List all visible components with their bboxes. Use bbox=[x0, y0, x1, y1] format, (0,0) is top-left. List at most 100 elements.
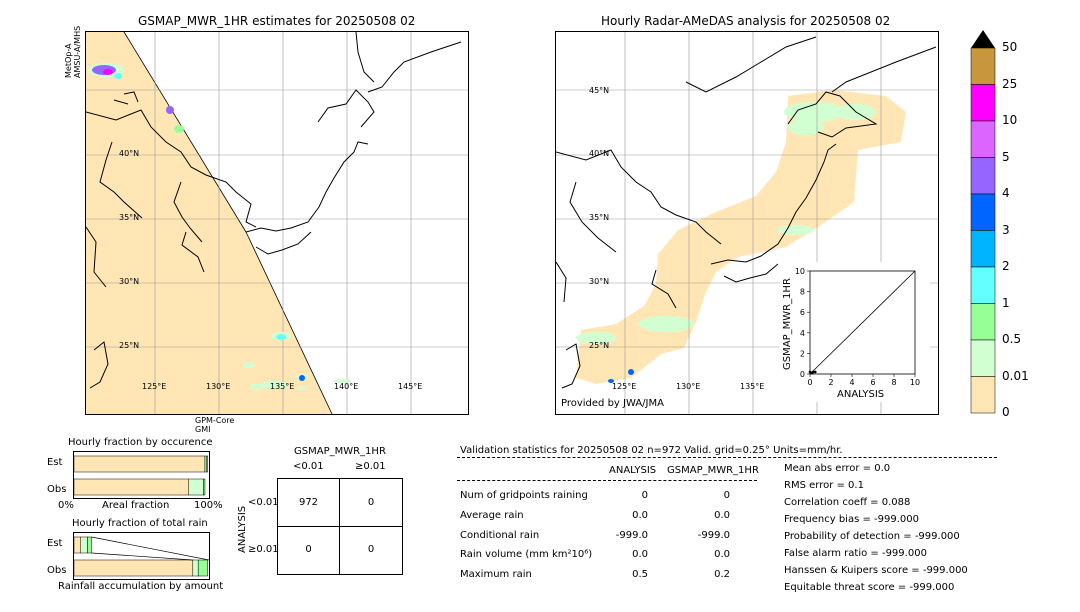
validation-col1: ANALYSIS bbox=[609, 465, 657, 476]
contingency-cell: 972 bbox=[298, 497, 319, 508]
scatter-ytick: 10 bbox=[795, 267, 805, 276]
right-lat-label: 45°N bbox=[589, 86, 610, 95]
fraction-connector bbox=[91, 536, 210, 561]
left-lat-label: 30°N bbox=[119, 277, 140, 286]
right-lat-label: 25°N bbox=[589, 341, 610, 350]
left-lat-label: 25°N bbox=[119, 341, 140, 350]
scatter-xtick: 2 bbox=[828, 378, 833, 387]
total-rain-est-label: Est bbox=[47, 538, 63, 549]
left-lon-label: 125°E bbox=[142, 382, 167, 391]
fraction-bar-segment bbox=[73, 559, 194, 577]
validation-rule bbox=[457, 457, 997, 458]
colorbar-cell bbox=[970, 230, 996, 268]
scatter-xtick: 4 bbox=[849, 378, 854, 387]
validation-row-label: Conditional rain bbox=[460, 530, 540, 541]
occurrence-title: Hourly fraction by occurence bbox=[68, 437, 213, 448]
colorbar-tick-label: 1 bbox=[1002, 295, 1010, 310]
score-line: Frequency bias = -999.000 bbox=[784, 514, 919, 525]
left-map-title: GSMAP_MWR_1HR estimates for 20250508 02 bbox=[138, 14, 416, 28]
contingency-col-header: <0.01 bbox=[293, 461, 324, 472]
score-line: Hanssen & Kuipers score = -999.000 bbox=[784, 565, 968, 576]
contingency-row-header: ≥0.01 bbox=[248, 544, 279, 555]
contingency-cell: 0 bbox=[305, 544, 312, 555]
validation-row-b: 0.0 bbox=[714, 510, 730, 521]
left-swath bbox=[86, 32, 332, 414]
left-map bbox=[85, 31, 469, 415]
colorbar-cell bbox=[970, 303, 996, 341]
scatter-reference-line bbox=[809, 270, 916, 375]
contingency-cell: 0 bbox=[367, 497, 375, 508]
score-line: Probability of detection = -999.000 bbox=[784, 531, 960, 542]
left-lat-label: 40°N bbox=[119, 149, 140, 158]
total-rain-obs-label: Obs bbox=[47, 565, 67, 576]
validation-row-b: -999.0 bbox=[697, 530, 730, 541]
left-map-svg bbox=[86, 32, 468, 414]
occurrence-bars bbox=[73, 455, 208, 496]
left-lat-label: 35°N bbox=[119, 213, 140, 222]
occurrence-frame bbox=[73, 451, 210, 499]
right-rain-dot bbox=[608, 379, 614, 383]
scatter-xtick: 8 bbox=[891, 378, 896, 387]
occurrence-est-label: Est bbox=[47, 457, 63, 468]
colorbar-cell bbox=[970, 47, 996, 85]
left-lon-label: 145°E bbox=[398, 382, 423, 391]
colorbar-cell bbox=[970, 157, 996, 195]
total-rain-bars bbox=[73, 536, 210, 577]
scatter-xtick: 0 bbox=[807, 378, 812, 387]
contingency-col-header: ≥0.01 bbox=[355, 461, 386, 472]
fraction-bar-segment bbox=[73, 536, 81, 554]
scatter-ylabel: GSMAP_MWR_1HR bbox=[782, 278, 793, 370]
colorbar-cell bbox=[970, 266, 996, 304]
colorbar-cell bbox=[970, 376, 996, 414]
left-gridlines bbox=[86, 32, 468, 414]
total-rain-xlabel: Rainfall accumulation by amount bbox=[58, 581, 224, 592]
occurrence-tick-0: 0% bbox=[58, 500, 74, 511]
swath-edge-a bbox=[123, 32, 247, 233]
score-line: Correlation coeff = 0.088 bbox=[784, 497, 911, 508]
right-lat-label: 30°N bbox=[589, 277, 610, 286]
left-lon-label: 135°E bbox=[270, 382, 295, 391]
score-line: Equitable threat score = -999.000 bbox=[784, 582, 955, 593]
colorbar-cell bbox=[970, 120, 996, 158]
colorbar bbox=[970, 30, 996, 414]
total-rain-frame bbox=[73, 532, 210, 580]
colorbar-tick-label: 0.01 bbox=[1002, 368, 1029, 383]
left-coastlines bbox=[86, 32, 462, 389]
fraction-bar-segment bbox=[73, 455, 206, 473]
fraction-bar-segment bbox=[80, 536, 88, 554]
scatter-ytick: 0 bbox=[800, 370, 805, 379]
validation-row-a: 0 bbox=[641, 490, 648, 501]
scatter-ytick: 2 bbox=[800, 349, 805, 358]
colorbar-tick-label: 3 bbox=[1002, 222, 1010, 237]
right-light-rain bbox=[576, 102, 876, 344]
fraction-bar-segment bbox=[192, 559, 199, 577]
right-lon-label: 130°E bbox=[676, 382, 701, 391]
validation-row-label: Rain volume (mm km²10⁶) bbox=[460, 549, 593, 560]
colorbar-cell bbox=[970, 339, 996, 377]
score-line: False alarm ratio = -999.000 bbox=[784, 548, 927, 559]
left-sat-label-bottom: GPM-Core GMI bbox=[195, 416, 235, 434]
right-lat-label: 35°N bbox=[589, 213, 610, 222]
colorbar-tick-label: 50 bbox=[1002, 40, 1018, 54]
right-lon-label: 135°E bbox=[740, 382, 765, 391]
contingency-cell: 0 bbox=[367, 544, 375, 555]
right-map-svg bbox=[556, 32, 938, 414]
fraction-bar-segment bbox=[203, 478, 206, 496]
validation-row-label: Num of gridpoints raining bbox=[460, 490, 588, 501]
validation-row-b: 0.2 bbox=[714, 569, 730, 580]
fraction-bar-segment bbox=[206, 455, 208, 473]
occurrence-obs-label: Obs bbox=[47, 484, 67, 495]
score-line: Mean abs error = 0.0 bbox=[784, 463, 891, 474]
colorbar-tick-label: 5 bbox=[1002, 149, 1010, 164]
contingency-row-header: <0.01 bbox=[248, 497, 279, 508]
colorbar-tick-label: 0 bbox=[1002, 405, 1010, 419]
right-map-title: Hourly Radar-AMeDAS analysis for 2025050… bbox=[601, 14, 891, 28]
right-coastlines bbox=[556, 36, 937, 389]
left-lon-label: 140°E bbox=[334, 382, 359, 391]
colorbar-cell bbox=[970, 84, 996, 122]
scatter-xtick: 10 bbox=[910, 378, 920, 387]
occurrence-tick-100: 100% bbox=[194, 500, 223, 511]
scatter-point bbox=[808, 370, 812, 374]
validation-row-a: 0.0 bbox=[632, 549, 648, 560]
validation-header: Validation statistics for 20250508 02 n=… bbox=[460, 445, 843, 456]
